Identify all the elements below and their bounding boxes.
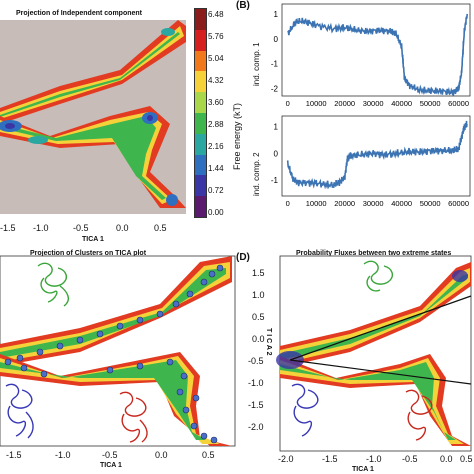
protein-structure-blue bbox=[5, 383, 34, 439]
panel-b-ytick: 0 bbox=[274, 149, 279, 158]
panel-d-title: Probability Fluxes between two extreme s… bbox=[296, 250, 452, 257]
panel-d-xtick: -0.5 bbox=[402, 454, 418, 464]
panel-b-xtick: 30000 bbox=[363, 99, 384, 108]
panel-b: ind. comp. 1 ind. comp. 2 1 0 -1 -2 0 10000 20… bbox=[248, 0, 474, 226]
colorbar-tick: 2.88 bbox=[208, 120, 224, 129]
panel-d-ytick: 1.5 bbox=[252, 268, 265, 278]
panel-c-xtick: 0.0 bbox=[155, 450, 168, 460]
panel-b-xtick: 50000 bbox=[420, 99, 441, 108]
panel-c: Projection of Clusters on TICA plot bbox=[0, 248, 236, 474]
panel-a-xtick: -1.0 bbox=[33, 223, 49, 233]
colorbar bbox=[194, 8, 207, 218]
colorbar-tick: 3.60 bbox=[208, 98, 224, 107]
panel-a-plot bbox=[0, 20, 186, 214]
colorbar-segment bbox=[195, 112, 206, 134]
panel-b-series-line bbox=[286, 120, 468, 190]
colorbar-segment bbox=[195, 133, 206, 155]
panel-b-xtick: 60000 bbox=[448, 199, 469, 208]
colorbar-segment bbox=[195, 196, 206, 217]
panel-c-xtick: -0.5 bbox=[102, 450, 118, 460]
panel-c-xtick: 0.5 bbox=[202, 450, 215, 460]
panel-c-xtick: -1.5 bbox=[6, 450, 22, 460]
panel-d-plot bbox=[276, 255, 472, 452]
panel-b-xtick: 20000 bbox=[334, 199, 355, 208]
colorbar-segment bbox=[195, 9, 206, 30]
colorbar-segment bbox=[195, 154, 206, 176]
panel-a-xtick: 0.0 bbox=[116, 223, 129, 233]
panel-b-xtick: 50000 bbox=[420, 199, 441, 208]
panel-d-ylabel: T I C A 2 bbox=[265, 328, 272, 356]
panel-b-ytick: -1 bbox=[271, 176, 279, 185]
panel-d-ytick: 0.0 bbox=[252, 334, 265, 344]
colorbar-tick: 0.00 bbox=[208, 208, 224, 217]
panel-c-plot bbox=[0, 255, 236, 447]
panel-b-xtick: 60000 bbox=[448, 99, 469, 108]
panel-b-frame bbox=[281, 3, 471, 97]
protein-structure-green bbox=[37, 262, 70, 307]
panel-a-xtick: -1.5 bbox=[0, 223, 16, 233]
colorbar-tick: 5.04 bbox=[208, 54, 224, 63]
colorbar-tick: 0.72 bbox=[208, 186, 224, 195]
colorbar-segment bbox=[195, 71, 206, 93]
panel-b-ytick: 1 bbox=[274, 10, 279, 19]
colorbar-segment bbox=[195, 50, 206, 72]
panel-b-frame bbox=[281, 115, 471, 197]
panel-a-xtick: -0.5 bbox=[73, 223, 89, 233]
panel-d-ytick: 1.0 bbox=[252, 290, 265, 300]
protein-structure-blue bbox=[291, 383, 319, 437]
panel-label-d: (D) bbox=[236, 252, 250, 263]
panel-a-title: Projection of Independent component bbox=[16, 10, 142, 17]
panel-a: Projection of Independent component -1.5… bbox=[0, 0, 242, 233]
panel-a-xlabel: TICA 1 bbox=[82, 236, 104, 243]
colorbar-tick: 1.44 bbox=[208, 164, 224, 173]
panel-d-ytick: -0.5 bbox=[248, 356, 264, 366]
panel-c-xtick: -1.0 bbox=[55, 450, 71, 460]
panel-b-series-line bbox=[287, 13, 468, 96]
panel-b-ytick: 0 bbox=[274, 35, 279, 44]
panel-d-ytick: -1.0 bbox=[248, 378, 264, 388]
colorbar-tick: 5.76 bbox=[208, 32, 224, 41]
panel-d: Probability Fluxes between two extreme s… bbox=[246, 248, 474, 474]
colorbar-tick: 4.32 bbox=[208, 76, 224, 85]
panel-d-xtick: -1.0 bbox=[366, 454, 382, 464]
panel-b-xtick: 0 bbox=[286, 199, 290, 208]
panel-label-b: (B) bbox=[236, 0, 250, 11]
panel-b-xtick: 10000 bbox=[306, 99, 327, 108]
panel-b-xtick: 30000 bbox=[363, 199, 384, 208]
panel-b-xtick: 10000 bbox=[306, 199, 327, 208]
colorbar-segment bbox=[195, 175, 206, 197]
panel-d-ytick: -1.5 bbox=[248, 400, 264, 410]
panel-b-xtick: 40000 bbox=[391, 99, 412, 108]
panel-d-xtick: -2.0 bbox=[278, 454, 294, 464]
protein-structure-red bbox=[119, 391, 148, 443]
panel-a-xtick: 0.5 bbox=[154, 223, 167, 233]
panel-d-ytick: 0.5 bbox=[252, 312, 265, 322]
colorbar-label: Free energy (kT) bbox=[232, 102, 242, 170]
colorbar-tick: 6.48 bbox=[208, 10, 224, 19]
protein-structure-red bbox=[405, 389, 433, 441]
panel-b-axes: 1 0 -1 -2 0 10000 20000 30000 40000 50000 60000 1 0 -… bbox=[271, 3, 471, 208]
colorbar-segment bbox=[195, 29, 206, 51]
panel-d-ytick: -2.0 bbox=[248, 422, 264, 432]
panel-b-ytick: -2 bbox=[271, 85, 279, 94]
panel-b-ytick: 1 bbox=[274, 123, 279, 132]
panel-c-xlabel: TICA 1 bbox=[100, 462, 122, 469]
panel-b-xtick: 0 bbox=[286, 99, 290, 108]
panel-d-xlabel: TICA 1 bbox=[352, 466, 374, 473]
panel-d-xtick: 0.0 bbox=[440, 454, 453, 464]
colorbar-segment bbox=[195, 92, 206, 113]
panel-d-xtick: 0.5 bbox=[460, 454, 473, 464]
panel-c-title: Projection of Clusters on TICA plot bbox=[30, 250, 147, 257]
panel-b-xtick: 40000 bbox=[391, 199, 412, 208]
panel-d-xtick: -1.5 bbox=[322, 454, 338, 464]
protein-structure-green bbox=[363, 260, 394, 292]
colorbar-tick: 2.16 bbox=[208, 142, 224, 151]
panel-b-xtick: 20000 bbox=[334, 99, 355, 108]
panel-b-ytick: -1 bbox=[271, 60, 279, 69]
